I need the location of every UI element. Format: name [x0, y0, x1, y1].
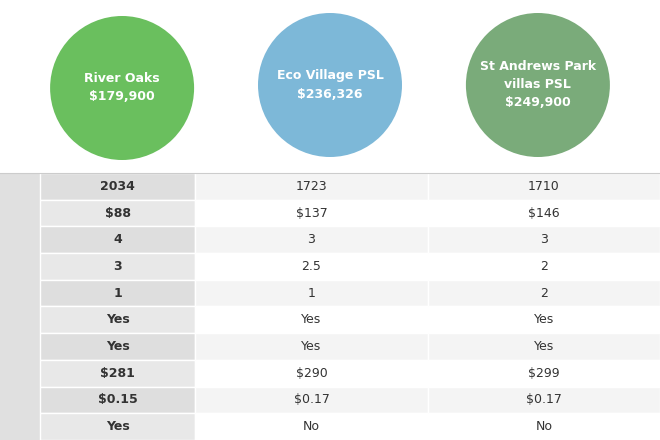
Text: 3: 3 — [113, 260, 122, 273]
Bar — [40, 280, 195, 307]
Text: $0.15: $0.15 — [98, 393, 137, 407]
Text: 3: 3 — [308, 233, 315, 246]
Text: Yes: Yes — [106, 420, 129, 433]
Bar — [195, 333, 428, 360]
Bar — [195, 307, 428, 333]
Circle shape — [466, 13, 610, 157]
Text: 3: 3 — [540, 233, 548, 246]
Bar — [40, 227, 195, 253]
Bar — [428, 173, 660, 200]
Bar — [40, 307, 195, 333]
Bar — [428, 387, 660, 413]
Text: Yes: Yes — [302, 340, 321, 353]
Text: No: No — [535, 420, 552, 433]
Bar — [195, 253, 428, 280]
Text: Yes: Yes — [106, 340, 129, 353]
Text: Yes: Yes — [534, 340, 554, 353]
Bar — [40, 333, 195, 360]
Bar — [40, 413, 195, 440]
Text: Eco Village PSL
$236,326: Eco Village PSL $236,326 — [277, 70, 383, 100]
Circle shape — [258, 13, 402, 157]
Text: $88: $88 — [104, 206, 131, 220]
Bar — [195, 413, 428, 440]
Text: 2034: 2034 — [100, 180, 135, 193]
Bar — [40, 200, 195, 227]
Text: No: No — [303, 420, 320, 433]
Text: 4: 4 — [113, 233, 122, 246]
Text: $146: $146 — [528, 206, 560, 220]
Bar — [195, 200, 428, 227]
Text: $0.17: $0.17 — [294, 393, 329, 407]
Text: $290: $290 — [296, 367, 327, 380]
Text: Yes: Yes — [302, 313, 321, 326]
Bar — [428, 333, 660, 360]
Text: $137: $137 — [296, 206, 327, 220]
Text: 1: 1 — [308, 286, 315, 300]
Bar — [195, 173, 428, 200]
Bar — [195, 280, 428, 307]
Bar — [428, 307, 660, 333]
Text: Yes: Yes — [534, 313, 554, 326]
Text: 2.5: 2.5 — [302, 260, 321, 273]
Bar — [428, 280, 660, 307]
Bar — [428, 200, 660, 227]
Text: 2: 2 — [540, 286, 548, 300]
Bar — [40, 253, 195, 280]
Bar — [40, 173, 195, 200]
Text: Yes: Yes — [106, 313, 129, 326]
Bar — [40, 360, 195, 387]
Text: $281: $281 — [100, 367, 135, 380]
Text: 1710: 1710 — [528, 180, 560, 193]
Bar — [428, 360, 660, 387]
Bar — [428, 227, 660, 253]
Bar — [40, 387, 195, 413]
Bar — [195, 227, 428, 253]
Text: 1723: 1723 — [296, 180, 327, 193]
Text: 1: 1 — [113, 286, 122, 300]
Text: $299: $299 — [528, 367, 560, 380]
Bar — [428, 253, 660, 280]
Circle shape — [50, 16, 194, 160]
Bar — [195, 387, 428, 413]
Bar — [428, 413, 660, 440]
Text: $0.17: $0.17 — [526, 393, 562, 407]
Text: St Andrews Park
villas PSL
$249,900: St Andrews Park villas PSL $249,900 — [480, 60, 596, 110]
Text: River Oaks
$179,900: River Oaks $179,900 — [84, 73, 160, 103]
Bar — [195, 360, 428, 387]
Text: 2: 2 — [540, 260, 548, 273]
Bar — [0, 173, 40, 440]
